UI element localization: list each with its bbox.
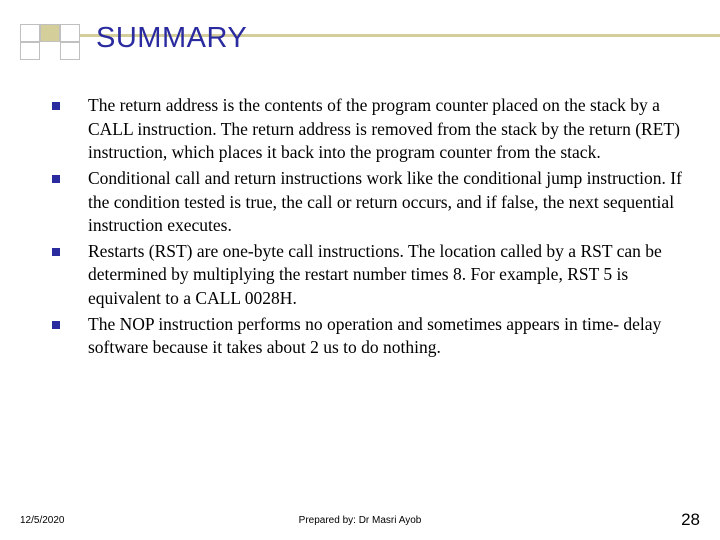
list-item: Restarts (RST) are one-byte call instruc… bbox=[38, 240, 702, 311]
bullet-icon bbox=[52, 321, 60, 329]
footer-date: 12/5/2020 bbox=[20, 515, 65, 526]
bullet-icon bbox=[52, 248, 60, 256]
list-item: The return address is the contents of th… bbox=[38, 94, 702, 165]
bullet-text: The NOP instruction performs no operatio… bbox=[88, 313, 702, 360]
list-item: Conditional call and return instructions… bbox=[38, 167, 702, 238]
content-area: The return address is the contents of th… bbox=[38, 94, 702, 362]
bullet-text: The return address is the contents of th… bbox=[88, 94, 702, 165]
bullet-text: Conditional call and return instructions… bbox=[88, 167, 702, 238]
bullet-icon bbox=[52, 175, 60, 183]
slide-number: 28 bbox=[681, 510, 700, 530]
bullet-text: Restarts (RST) are one-byte call instruc… bbox=[88, 240, 702, 311]
page-title: SUMMARY bbox=[96, 22, 247, 55]
footer-author: Prepared by: Dr Masri Ayob bbox=[299, 515, 422, 526]
bullet-icon bbox=[52, 102, 60, 110]
list-item: The NOP instruction performs no operatio… bbox=[38, 313, 702, 360]
